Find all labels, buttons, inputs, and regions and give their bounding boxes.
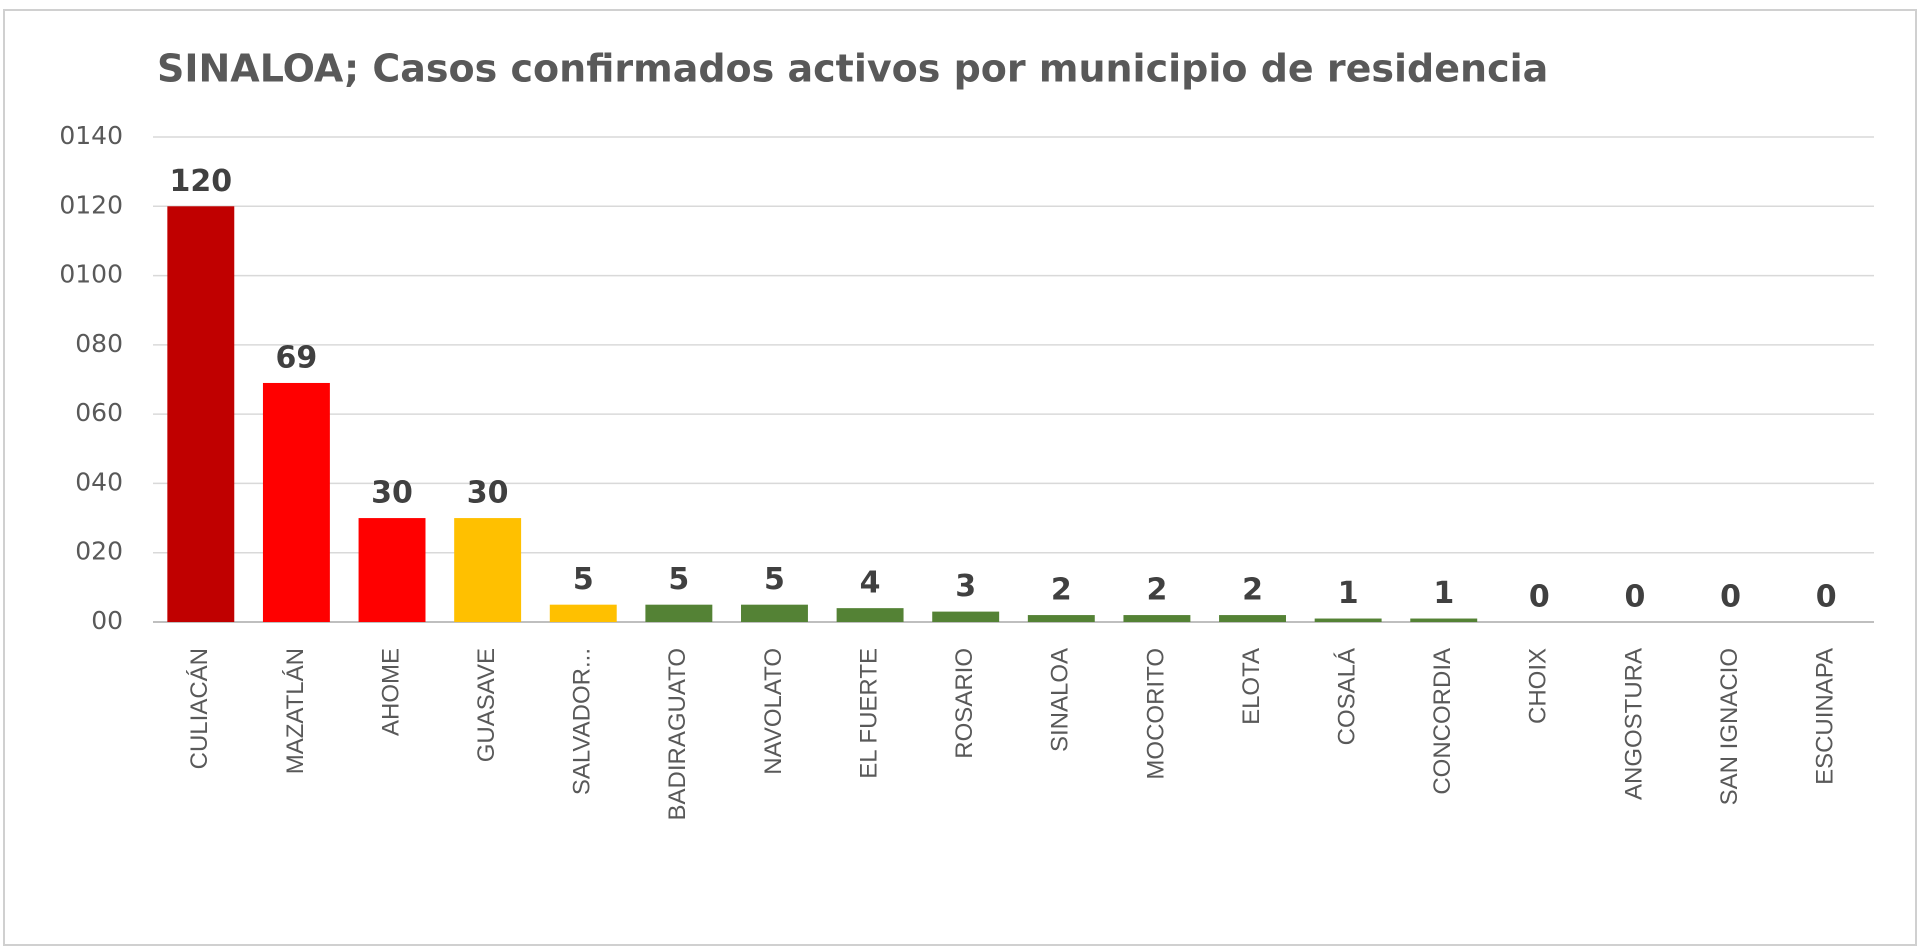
data-label: 2 [1051,573,1072,608]
bar [167,206,235,623]
bar [262,382,330,622]
x-tick-label: CONCORDIA [1429,648,1456,795]
x-tick-label: SALVADOR... [569,648,596,795]
x-tick-label: SAN IGNACIO [1716,648,1743,805]
x-tick-label: AHOME [377,648,404,736]
bar [932,611,1000,622]
y-tick-label: 0120 [59,190,123,219]
x-tick-label: BADIRAGUATO [664,648,691,820]
x-tick-label: MAZATLÁN [282,648,309,774]
data-label: 1 [1433,576,1454,611]
x-tick-label: GUASAVE [473,648,500,762]
x-tick-label: CULIACÁN [186,648,213,769]
x-tick-label: COSALÁ [1333,648,1360,745]
data-label: 30 [371,476,413,511]
x-tick-label: ELOTA [1238,648,1265,725]
x-tick-label: CHOIX [1525,648,1552,724]
data-label: 5 [573,562,594,597]
data-label: 120 [169,164,232,199]
chart-title: SINALOA; Casos confirmados activos por m… [157,47,1548,91]
y-tick-label: 00 [91,606,123,635]
y-tick-label: 040 [75,467,123,496]
bar [836,608,904,622]
data-label: 0 [1720,580,1741,615]
data-label: 2 [1242,573,1263,608]
bar [1219,615,1286,622]
x-tick-label: EL FUERTE [855,648,882,779]
bar [1314,618,1382,622]
x-tick-label: SINALOA [1047,648,1074,752]
data-label: 0 [1529,580,1550,615]
data-label: 0 [1625,580,1646,615]
data-label: 5 [668,562,689,597]
bar [1410,618,1478,622]
y-tick-label: 080 [75,329,123,358]
x-tick-label: MOCORITO [1142,648,1169,780]
x-tick-label: ESCUINAPA [1812,648,1839,785]
data-label: 1 [1338,576,1359,611]
data-label: 69 [276,340,318,375]
x-tick-label: ROSARIO [951,648,978,759]
bar [1027,615,1095,622]
bar [645,604,713,622]
data-label: 4 [860,566,881,601]
data-label: 2 [1146,573,1167,608]
bar [1123,615,1191,622]
y-tick-label: 060 [75,398,123,427]
data-label: 30 [467,476,509,511]
bar [358,518,426,622]
bar [549,604,617,622]
y-tick-label: 0140 [59,121,123,150]
x-tick-label: ANGOSTURA [1620,648,1647,800]
data-label: 0 [1816,580,1837,615]
data-label: 5 [764,562,785,597]
bar [454,518,522,622]
data-label: 3 [955,569,976,604]
x-tick-label: NAVOLATO [760,648,787,775]
bar [741,604,808,622]
y-tick-label: 020 [75,537,123,566]
y-tick-label: 0100 [59,260,123,289]
